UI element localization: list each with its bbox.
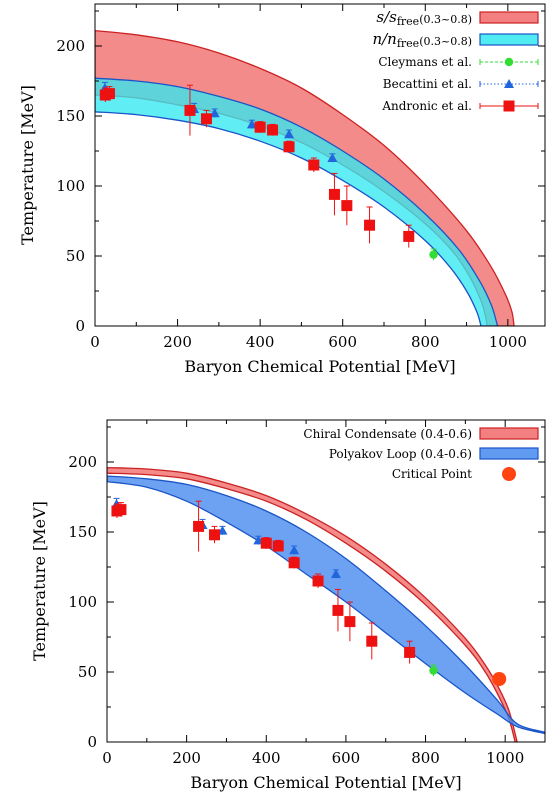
legend-marker bbox=[504, 57, 514, 67]
legend-swatch-band bbox=[479, 447, 539, 460]
y-tick-label: 0 bbox=[75, 317, 85, 335]
x-tick-label: 400 bbox=[252, 749, 281, 767]
x-axis-label: Baryon Chemical Potential [MeV] bbox=[190, 773, 461, 792]
data-point-square bbox=[308, 159, 320, 171]
data-point-square bbox=[403, 230, 415, 242]
legend-label: s/sfree(0.3~0.8) bbox=[376, 8, 472, 28]
legend-label: Andronic et al. bbox=[381, 99, 472, 113]
data-point-big-circle bbox=[492, 672, 507, 686]
legend-label: n/nfree(0.3~0.8) bbox=[372, 30, 472, 50]
data-point-triangle bbox=[246, 119, 257, 129]
y-tick-label: 100 bbox=[68, 593, 97, 611]
plot-area bbox=[95, 29, 515, 326]
data-point-square bbox=[193, 520, 205, 532]
y-tick-label: 200 bbox=[56, 37, 85, 55]
legend-label: Becattini et al. bbox=[383, 77, 472, 91]
data-point-square bbox=[404, 646, 416, 658]
y-tick-label: 50 bbox=[78, 663, 97, 681]
data-point-triangle bbox=[327, 153, 338, 162]
band-0 bbox=[95, 29, 515, 326]
data-point-square bbox=[103, 88, 115, 100]
x-axis-label: Baryon Chemical Potential [MeV] bbox=[184, 357, 455, 376]
legend-label: Polyakov Loop (0.4-0.6) bbox=[329, 447, 472, 461]
data-point-square bbox=[254, 121, 266, 133]
band-1 bbox=[95, 77, 499, 326]
chart-top: 0 200 400 600 800 1000 0 50 100 150 200 Baryon Chem… bbox=[18, 3, 546, 376]
legend-swatch-band bbox=[479, 427, 539, 440]
data-point-square bbox=[267, 124, 279, 136]
data-point-square bbox=[283, 141, 295, 153]
data-point-square bbox=[260, 537, 272, 549]
band-0 bbox=[107, 466, 518, 742]
x-tick-label: 200 bbox=[163, 333, 192, 351]
legend-label: Chiral Condensate (0.4-0.6) bbox=[303, 427, 472, 441]
x-tick-label: 600 bbox=[328, 333, 357, 351]
data-point-square bbox=[312, 575, 324, 587]
x-tick-label: 0 bbox=[102, 749, 112, 767]
legend-label: Cleymans et al. bbox=[378, 55, 472, 69]
data-point-circle bbox=[429, 666, 438, 675]
y-tick-label: 150 bbox=[56, 107, 85, 125]
x-tick-label: 0 bbox=[90, 333, 100, 351]
legend: s/sfree(0.3~0.8)n/nfree(0.3~0.8) Cleymans… bbox=[372, 8, 539, 113]
data-point-square bbox=[115, 504, 127, 516]
data-point-square bbox=[344, 616, 356, 628]
x-tick-label: 200 bbox=[172, 749, 201, 767]
data-point-square bbox=[328, 188, 340, 200]
x-tick-label: 1000 bbox=[489, 333, 527, 351]
data-point-circle bbox=[429, 250, 438, 259]
y-axis-label: Temperature [MeV] bbox=[30, 501, 49, 661]
y-tick-label: 200 bbox=[68, 453, 97, 471]
data-point-triangle bbox=[289, 545, 300, 555]
x-tick-label: 1000 bbox=[486, 749, 524, 767]
x-tick-label: 600 bbox=[332, 749, 361, 767]
y-tick-label: 150 bbox=[68, 523, 97, 541]
y-axis-label: Temperature [MeV] bbox=[18, 85, 37, 245]
data-point-triangle bbox=[209, 108, 220, 118]
data-point-square bbox=[184, 104, 196, 116]
data-point-square bbox=[364, 219, 376, 231]
data-point-square bbox=[200, 113, 212, 125]
data-point-square bbox=[332, 604, 344, 616]
y-tick-label: 0 bbox=[87, 733, 97, 751]
legend-marker bbox=[504, 79, 514, 88]
data-point-triangle bbox=[330, 569, 341, 578]
legend-label: Critical Point bbox=[392, 467, 472, 481]
x-tick-label: 800 bbox=[411, 333, 440, 351]
legend-marker bbox=[503, 100, 515, 112]
data-point-square bbox=[272, 540, 284, 552]
y-tick-label: 50 bbox=[66, 247, 85, 265]
legend: Chiral Condensate (0.4-0.6) Polyakov Loop… bbox=[303, 427, 539, 481]
band-1 bbox=[107, 475, 545, 735]
data-point-square bbox=[366, 635, 378, 647]
plot-frame bbox=[106, 419, 546, 743]
legend-swatch-band bbox=[479, 33, 539, 46]
data-point-square bbox=[341, 200, 353, 212]
y-tick-label: 100 bbox=[56, 177, 85, 195]
x-tick-label: 800 bbox=[411, 749, 440, 767]
plot-area bbox=[107, 466, 545, 742]
plot-frame bbox=[94, 3, 546, 327]
chart-bottom: 0 200 400 600 800 1000 0 50 100 150 200 Baryon Chem… bbox=[30, 419, 546, 792]
legend-swatch-band bbox=[479, 11, 539, 24]
data-point-square bbox=[288, 557, 300, 569]
legend-marker bbox=[502, 467, 516, 481]
data-point-square bbox=[209, 529, 221, 541]
x-tick-label: 400 bbox=[246, 333, 275, 351]
data-point-triangle bbox=[284, 129, 295, 139]
